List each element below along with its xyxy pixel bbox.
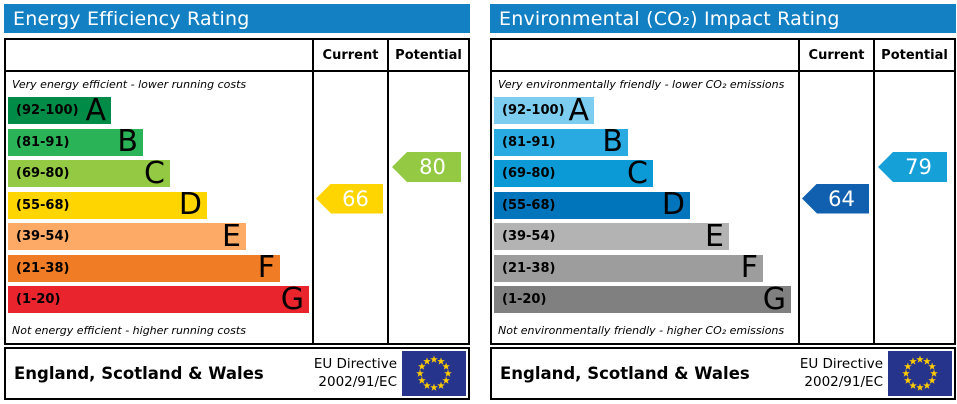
current-column-header: Current [808, 47, 865, 63]
eu-flag-icon [402, 351, 466, 396]
band-letter: G [280, 281, 304, 317]
band-row-e: (39-54) E [494, 218, 954, 255]
potential-rating-arrow: 80 [392, 152, 461, 182]
band-row-a: (92-100) A [8, 92, 468, 129]
table-header-divider [6, 70, 468, 72]
energy-efficiency-rating-table: Current Potential Very energy efficient … [4, 38, 470, 345]
band-bar-e: (39-54) E [494, 218, 729, 254]
band-range-label: (69-80) [16, 166, 70, 181]
band-bar-b: (81-91) B [8, 124, 143, 159]
band-bar-f: (21-38) F [8, 250, 280, 285]
potential-column-divider [387, 40, 389, 343]
band-letter: G [762, 281, 786, 317]
environmental-co2-panel: Environmental (CO₂) Impact Rating Curren… [490, 4, 956, 400]
band-letter: F [257, 250, 275, 285]
band-bar-a: (92-100) A [8, 92, 111, 128]
band-row-b: (81-91) B [494, 124, 954, 161]
band-range-label: (55-68) [502, 197, 556, 213]
band-letter: C [144, 155, 165, 191]
band-bar-f: (21-38) F [494, 250, 763, 285]
band-row-e: (39-54) E [8, 218, 468, 255]
top-caption: Very energy efficient - lower running co… [12, 78, 247, 91]
band-row-c: (69-80) C [8, 155, 468, 192]
band-range-label: (1-20) [16, 292, 61, 307]
band-row-d: (55-68) D [8, 187, 468, 224]
band-letter: A [85, 92, 106, 128]
band-range-label: (1-20) [502, 292, 547, 307]
band-range-label: (21-38) [502, 260, 556, 276]
band-bar-e: (39-54) E [8, 218, 246, 254]
energy-efficiency-title-bar: Energy Efficiency Rating [4, 4, 470, 33]
band-range-label: (39-54) [502, 229, 556, 244]
eu-flag-icon [888, 351, 952, 396]
band-row-a: (92-100) A [494, 92, 954, 129]
current-column-divider [312, 40, 314, 343]
band-range-label: (92-100) [502, 103, 565, 118]
band-row-g: (1-20) G [494, 281, 954, 318]
potential-column-header: Potential [395, 47, 462, 63]
band-letter: D [178, 187, 202, 222]
band-row-d: (55-68) D [494, 187, 954, 224]
band-row-g: (1-20) G [8, 281, 468, 318]
band-row-f: (21-38) F [494, 250, 954, 287]
band-bar-c: (69-80) C [8, 155, 170, 191]
potential-rating-arrow: 79 [878, 152, 947, 182]
environmental-co2-title-bar: Environmental (CO₂) Impact Rating [490, 4, 956, 33]
band-bar-c: (69-80) C [494, 155, 653, 191]
band-letter: D [661, 187, 685, 222]
current-column-divider [798, 40, 800, 343]
energy-efficiency-panel: Energy Efficiency Rating Current Potenti… [4, 4, 470, 400]
bottom-caption: Not environmentally friendly - higher CO… [498, 324, 785, 337]
band-letter: B [602, 124, 623, 159]
band-bar-a: (92-100) A [494, 92, 594, 128]
table-header-divider [492, 70, 954, 72]
band-letter: C [627, 155, 648, 191]
current-rating-arrow: 66 [316, 183, 383, 214]
band-range-label: (81-91) [16, 134, 70, 150]
band-letter: E [222, 218, 241, 254]
environmental-co2-footer: England, Scotland & Wales EU Directive 2… [490, 347, 956, 400]
top-caption: Very environmentally friendly - lower CO… [498, 78, 785, 91]
energy-efficiency-title: Energy Efficiency Rating [13, 7, 250, 30]
bottom-caption: Not energy efficient - higher running co… [12, 324, 246, 337]
band-row-c: (69-80) C [494, 155, 954, 192]
eu-directive-label: EU Directive 2002/91/EC [313, 355, 397, 390]
region-label: England, Scotland & Wales [14, 364, 264, 383]
eu-directive-label: EU Directive 2002/91/EC [799, 355, 883, 390]
band-range-label: (21-38) [16, 260, 70, 276]
current-rating-arrow: 64 [802, 183, 869, 214]
potential-column-divider [873, 40, 875, 343]
region-label: England, Scotland & Wales [500, 364, 750, 383]
band-bar-d: (55-68) D [8, 187, 207, 222]
band-bar-g: (1-20) G [8, 281, 309, 317]
band-letter: F [740, 250, 758, 285]
environmental-co2-rating-table: Current Potential Very environmentally f… [490, 38, 956, 345]
band-bar-g: (1-20) G [494, 281, 791, 317]
band-range-label: (39-54) [16, 229, 70, 244]
band-range-label: (92-100) [16, 103, 79, 118]
band-letter: E [705, 218, 724, 254]
band-range-label: (69-80) [502, 166, 556, 181]
band-bar-d: (55-68) D [494, 187, 690, 222]
current-column-header: Current [322, 47, 379, 63]
band-range-label: (55-68) [16, 197, 70, 213]
band-bar-b: (81-91) B [494, 124, 628, 159]
band-range-label: (81-91) [502, 134, 556, 150]
environmental-co2-title: Environmental (CO₂) Impact Rating [499, 7, 840, 30]
band-letter: A [568, 92, 589, 128]
band-letter: B [117, 124, 138, 159]
band-row-b: (81-91) B [8, 124, 468, 161]
band-row-f: (21-38) F [8, 250, 468, 287]
energy-efficiency-footer: England, Scotland & Wales EU Directive 2… [4, 347, 470, 400]
potential-column-header: Potential [881, 47, 948, 63]
